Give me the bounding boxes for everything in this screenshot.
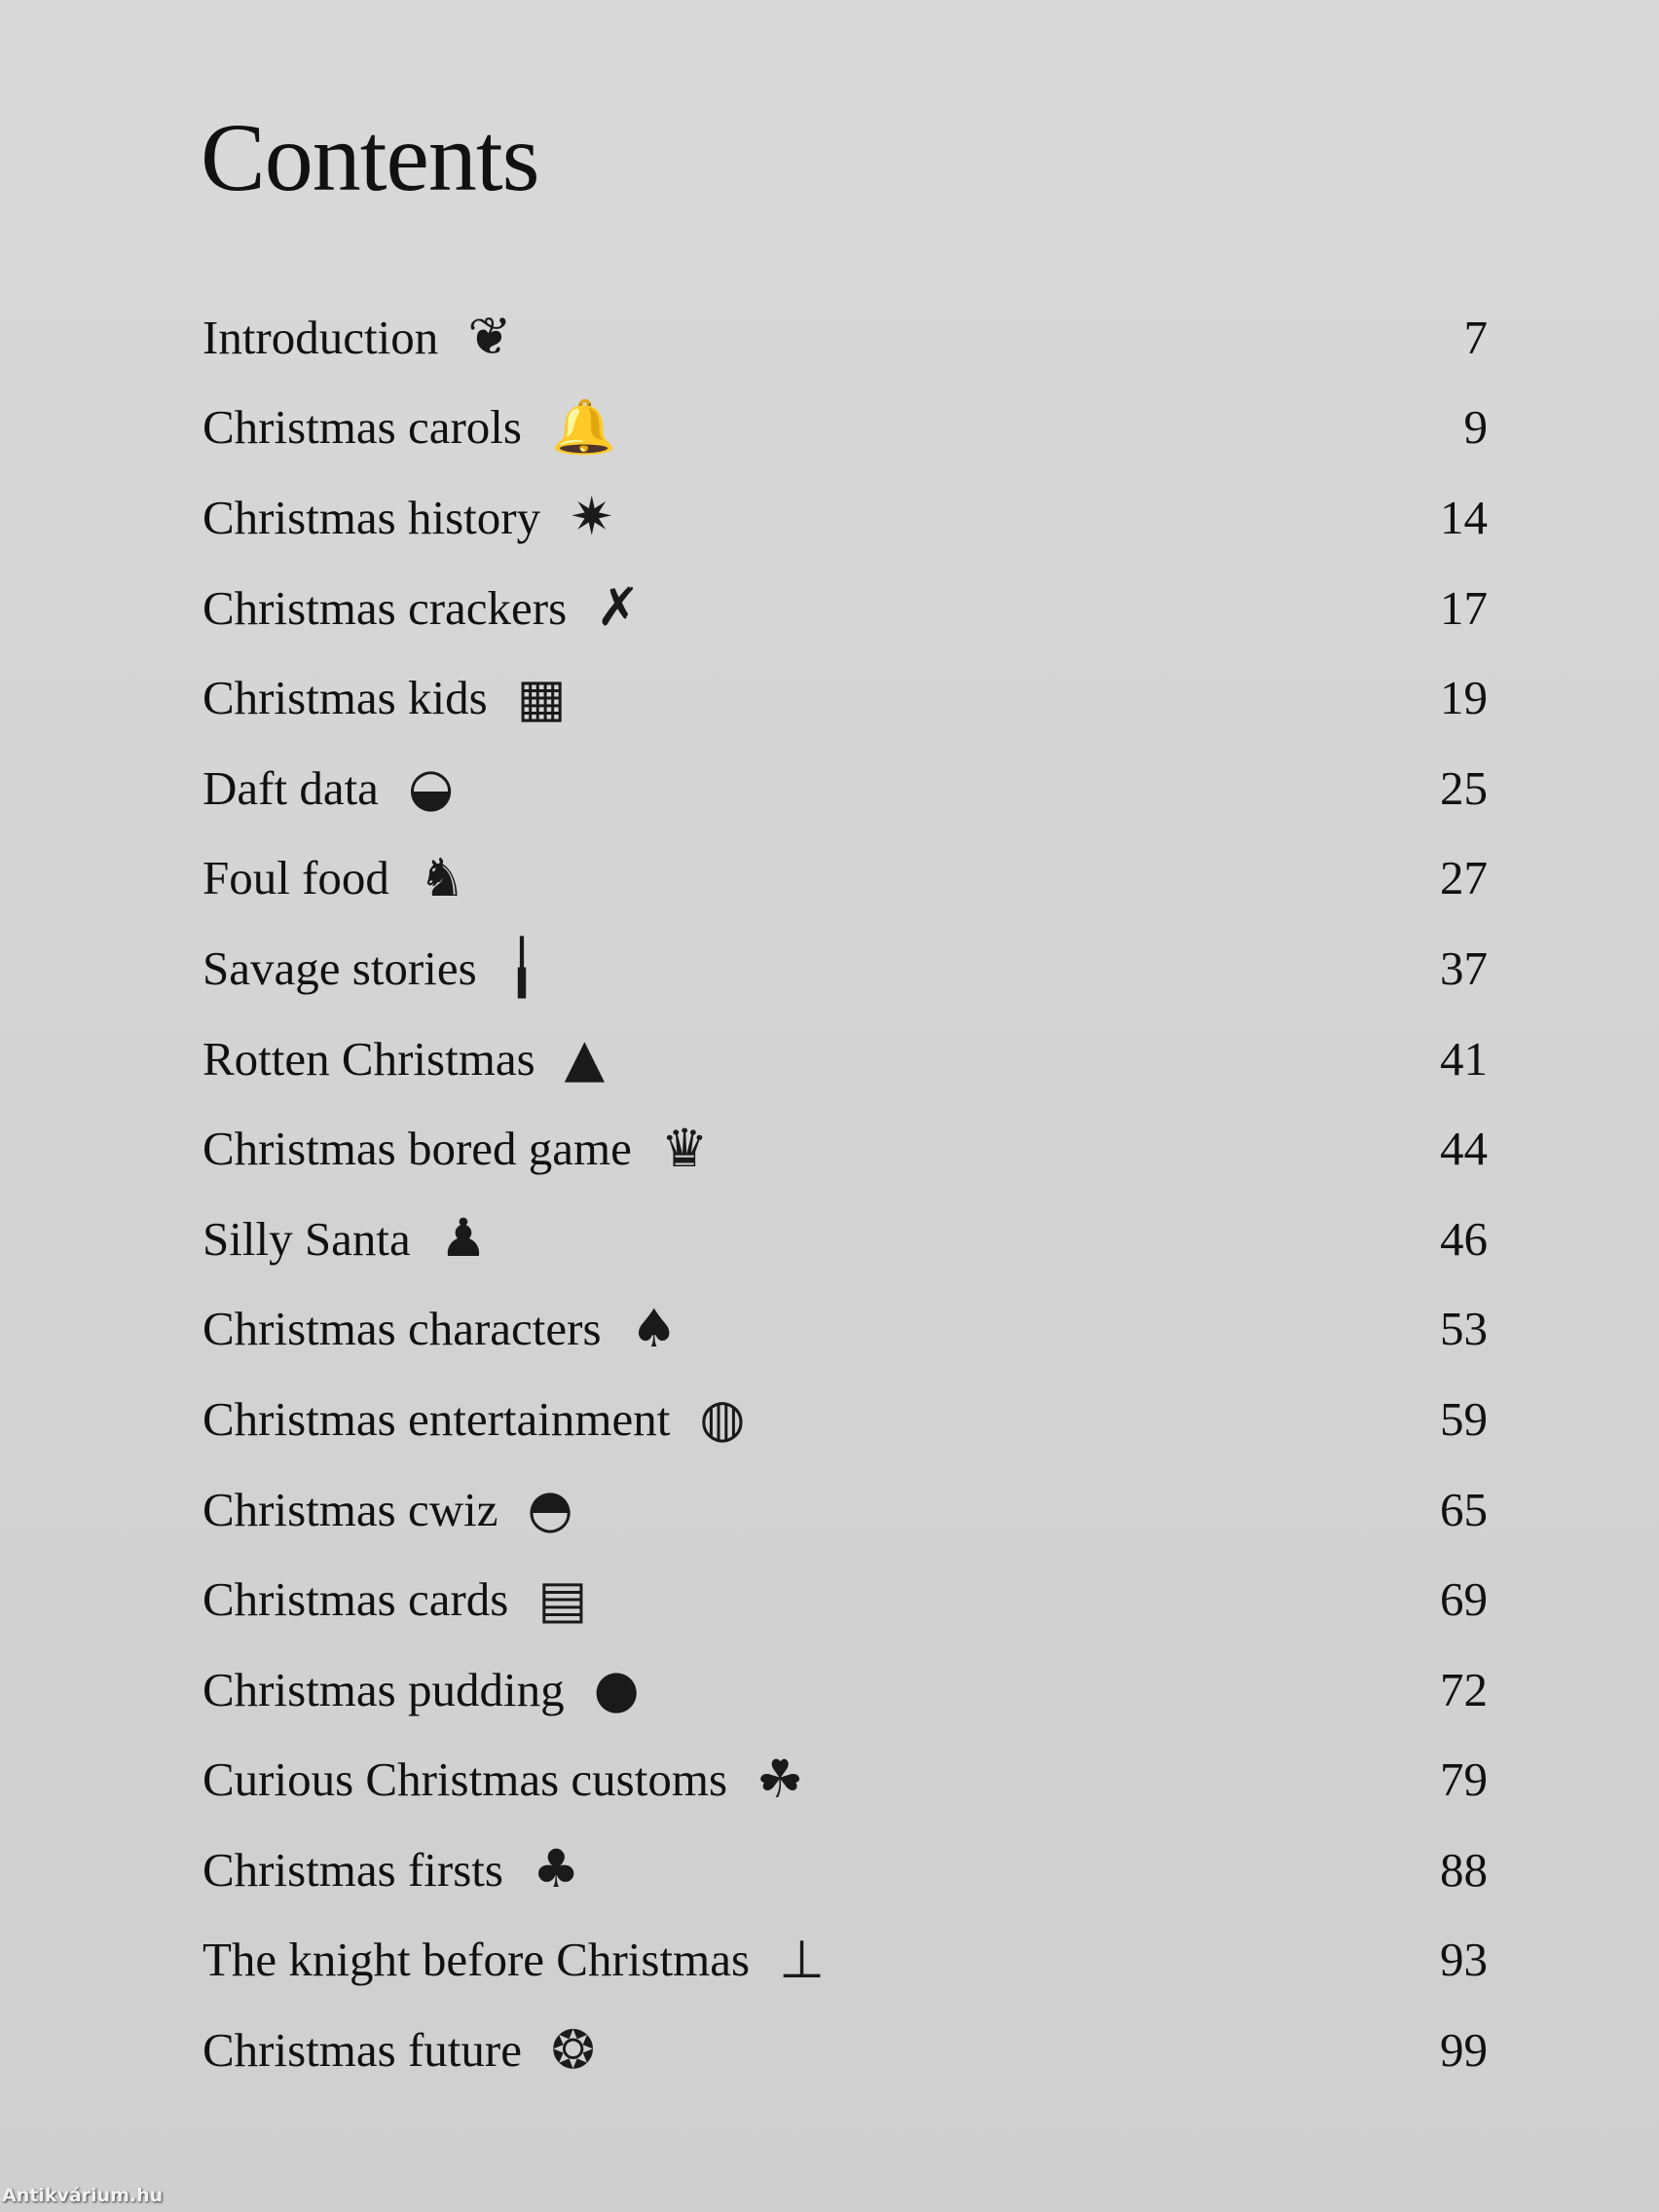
toc-entry-page-number: 25: [1440, 760, 1488, 815]
toc-entry: Christmas kids ▦ 19: [203, 652, 1488, 743]
toc-entry-page-number: 59: [1440, 1391, 1488, 1446]
toc-entry-page-number: 53: [1440, 1302, 1488, 1356]
toc-entry-page-number: 99: [1440, 2023, 1488, 2078]
toc-entry-title: Curious Christmas customs: [203, 1752, 728, 1807]
toc-entry-title: Christmas kids: [203, 671, 488, 725]
santa-icon: ♟: [439, 1207, 488, 1270]
toc-entry: Daft data ◒ 25: [203, 743, 1488, 833]
bells-icon: 🔔: [550, 395, 617, 458]
toc-entry: Silly Santa ♟ 46: [203, 1194, 1488, 1284]
toc-entry-title: Christmas pudding: [203, 1662, 565, 1716]
toc-entry: Christmas cards ▤ 69: [203, 1554, 1488, 1644]
toc-entry-title: Christmas future: [203, 2023, 522, 2078]
toc-entry: Christmas carols 🔔 9: [203, 383, 1488, 473]
toc-entry-title: Christmas history: [203, 490, 541, 544]
toc-entry-page-number: 46: [1440, 1211, 1488, 1266]
toc-entry-title: Introduction: [203, 310, 439, 364]
toc-entry: Christmas pudding ● 72: [203, 1644, 1488, 1735]
toc-entry: Christmas cwiz ◓ 65: [203, 1464, 1488, 1555]
toc-entry-page-number: 93: [1440, 1933, 1488, 1987]
toc-entry: Christmas history ✷ 14: [203, 472, 1488, 563]
holly-icon: ❦: [467, 306, 512, 368]
gift-icon: ▦: [516, 666, 567, 728]
toc-entry-title: Foul food: [203, 851, 389, 905]
toc-entry: Curious Christmas customs ☘ 79: [203, 1735, 1488, 1825]
toc-entry-page-number: 14: [1440, 490, 1488, 544]
toc-entry: Rotten Christmas ▲ 41: [203, 1014, 1488, 1104]
cards-icon: ▤: [537, 1567, 588, 1630]
table-of-contents: Introduction ❦ 7 Christmas carols 🔔 9 Christma…: [203, 292, 1488, 2095]
toc-entry: Christmas bored game ♛ 44: [203, 1103, 1488, 1194]
toc-entry: The knight before Christmas ⊥ 93: [203, 1915, 1488, 2006]
toc-entry-title: Christmas cards: [203, 1572, 509, 1627]
star-icon: ✷: [570, 486, 614, 548]
toc-entry-page-number: 79: [1440, 1752, 1488, 1807]
toc-entry: Introduction ❦ 7: [203, 292, 1488, 383]
mistletoe-icon: ☘: [756, 1748, 804, 1810]
toc-entry-title: Christmas bored game: [203, 1122, 632, 1176]
toc-entry-page-number: 69: [1440, 1572, 1488, 1627]
toc-entry-title: Christmas entertainment: [203, 1391, 671, 1446]
potted-tree-icon: ♠: [630, 1297, 678, 1359]
toc-entry-title: Christmas characters: [203, 1302, 602, 1356]
toc-entry: Christmas crackers ✗ 17: [203, 563, 1488, 653]
toc-entry-title: Rotten Christmas: [203, 1031, 535, 1086]
toc-entry: Foul food ♞ 27: [203, 833, 1488, 924]
toc-entry-page-number: 9: [1463, 400, 1489, 455]
toc-entry-page-number: 17: [1440, 580, 1488, 635]
crown-icon: ♛: [660, 1117, 709, 1179]
toc-entry-page-number: 88: [1440, 1842, 1488, 1897]
toc-entry-title: Daft data: [203, 760, 379, 815]
pie-icon: ◒: [407, 756, 455, 819]
toc-entry-title: Christmas firsts: [203, 1842, 503, 1897]
toc-entry: Christmas future ❂ 99: [203, 2005, 1488, 2095]
toc-entry: Savage stories ╽ 37: [203, 923, 1488, 1014]
watermark: Antikvárium.hu: [2, 2185, 164, 2206]
toc-entry-title: Christmas cwiz: [203, 1482, 498, 1536]
toc-entry-page-number: 72: [1440, 1662, 1488, 1716]
wreath-icon: ❂: [550, 2018, 596, 2081]
toc-entry-page-number: 37: [1440, 940, 1488, 995]
toc-entry: Christmas entertainment ◍ 59: [203, 1374, 1488, 1464]
toc-entry-page-number: 7: [1463, 310, 1489, 364]
toc-entry-title: Christmas carols: [203, 400, 522, 455]
toc-entry-title: Savage stories: [203, 940, 477, 995]
turkey-icon: ♞: [418, 846, 466, 908]
candle-icon: ╽: [505, 937, 538, 999]
baubles-icon: ◍: [699, 1387, 746, 1450]
toc-entry-title: Christmas crackers: [203, 580, 568, 635]
toc-entry-page-number: 44: [1440, 1122, 1488, 1176]
toc-entry: Christmas firsts ♣ 88: [203, 1825, 1488, 1915]
roast-turkey-icon: ◓: [527, 1478, 573, 1540]
candle-holder-icon: ⊥: [779, 1928, 826, 1990]
fir-tree-icon: ▲: [564, 1027, 606, 1089]
page-title: Contents: [201, 103, 540, 211]
toc-entry-page-number: 19: [1440, 671, 1488, 725]
toc-entry: Christmas characters ♠ 53: [203, 1284, 1488, 1375]
toc-entry-title: Silly Santa: [203, 1211, 411, 1266]
pudding-icon: ●: [593, 1658, 640, 1720]
toc-entry-page-number: 65: [1440, 1482, 1488, 1536]
toc-entry-title: The knight before Christmas: [203, 1933, 751, 1987]
cracker-icon: ✗: [596, 576, 641, 639]
toc-entry-page-number: 41: [1440, 1031, 1488, 1086]
toc-entry-page-number: 27: [1440, 851, 1488, 905]
candle-tree-icon: ♣: [532, 1838, 580, 1900]
